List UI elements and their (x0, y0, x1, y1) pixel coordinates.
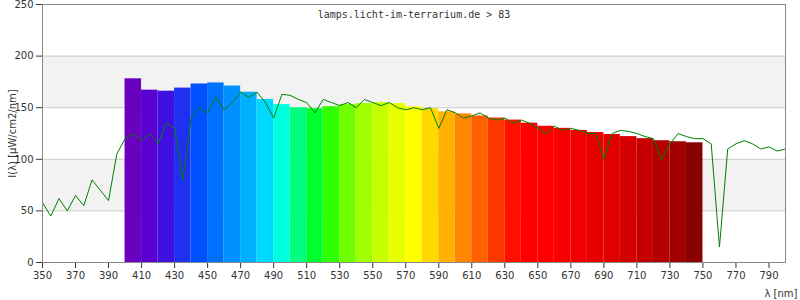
svg-text:510: 510 (297, 270, 316, 281)
svg-text:650: 650 (528, 270, 547, 281)
svg-text:490: 490 (264, 270, 283, 281)
svg-text:550: 550 (363, 270, 382, 281)
svg-text:lamps.licht-im-terrarium.de >: lamps.licht-im-terrarium.de > 83 (318, 9, 511, 20)
svg-text:I(λ) [µW/cm2/nm]: I(λ) [µW/cm2/nm] (7, 89, 18, 177)
svg-text:790: 790 (759, 270, 778, 281)
svg-text:410: 410 (132, 270, 151, 281)
svg-text:370: 370 (66, 270, 85, 281)
svg-text:390: 390 (99, 270, 118, 281)
svg-text:750: 750 (693, 270, 712, 281)
svg-text:470: 470 (231, 270, 250, 281)
svg-text:570: 570 (396, 270, 415, 281)
svg-text:590: 590 (429, 270, 448, 281)
svg-text:50: 50 (21, 205, 34, 216)
svg-text:150: 150 (14, 101, 34, 113)
svg-text:710: 710 (627, 270, 646, 281)
svg-text:350: 350 (33, 270, 52, 281)
svg-text:610: 610 (462, 270, 481, 281)
svg-text:200: 200 (14, 50, 33, 61)
svg-text:100: 100 (14, 153, 34, 165)
svg-text:450: 450 (198, 270, 217, 281)
svg-text:730: 730 (660, 270, 679, 281)
svg-text:770: 770 (726, 270, 745, 281)
svg-text:530: 530 (330, 270, 349, 281)
svg-text:670: 670 (561, 270, 580, 281)
svg-text:250: 250 (14, 0, 33, 10)
svg-text:0: 0 (27, 257, 33, 268)
svg-text:630: 630 (495, 270, 514, 281)
svg-text:430: 430 (165, 270, 184, 281)
svg-text:690: 690 (594, 270, 613, 281)
svg-text:λ [nm]: λ [nm] (765, 288, 798, 299)
